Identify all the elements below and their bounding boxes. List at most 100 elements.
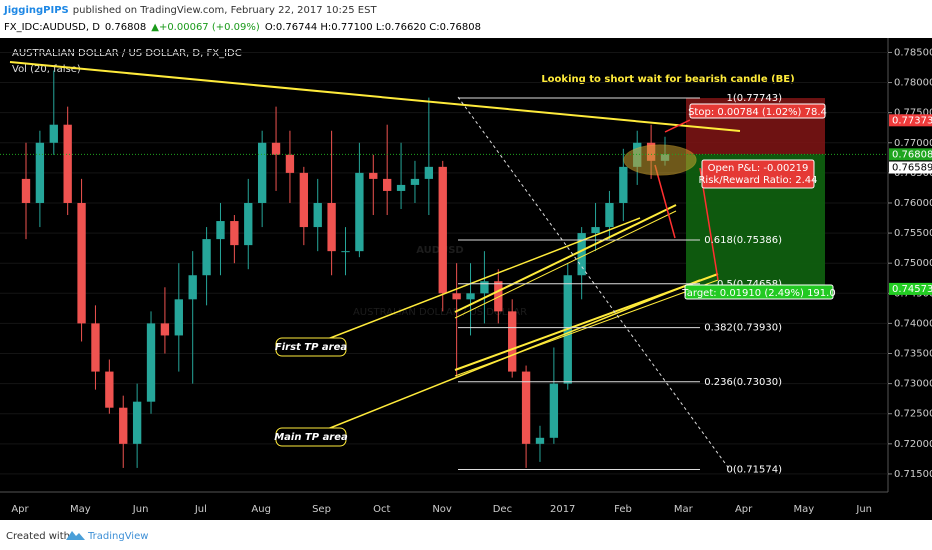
candle-body <box>577 233 586 276</box>
published: published on TradingView.com, February 2… <box>73 5 378 16</box>
callout: Main TP area <box>274 432 348 443</box>
x-tick-label: Oct <box>373 504 390 515</box>
candle-body <box>21 178 31 203</box>
x-tick-label: Sep <box>312 504 331 515</box>
y-tick-label: 0.74000 <box>894 318 932 329</box>
annotation: Looking to short wait for bearish candle… <box>541 74 794 85</box>
target-label-box <box>684 284 834 300</box>
candle-body <box>257 142 267 203</box>
y-tick-label: 0.72000 <box>894 439 932 450</box>
candle-body <box>424 166 434 179</box>
fib-label: 0.5(0.74658) <box>717 279 782 290</box>
candle-body <box>369 172 378 179</box>
y-tick-label: 0.78500 <box>894 47 932 58</box>
candle-body <box>396 184 406 191</box>
symbol-line: FX_IDC:AUDUSD, D 0.76808 ▲+0.00067 (+0.09%… <box>4 22 481 33</box>
candle-body <box>285 154 295 173</box>
x-tick-label: May <box>794 504 815 515</box>
candle-body <box>188 275 197 300</box>
x-tick-label: Jun <box>132 504 149 515</box>
y-tick-label: 0.78000 <box>894 78 932 89</box>
candle-body <box>591 227 600 234</box>
candle-body <box>313 202 322 228</box>
candle-body <box>35 142 45 203</box>
fib-label: 1(0.77743) <box>726 93 782 104</box>
candle-body <box>480 281 489 294</box>
x-tick-label: Dec <box>493 504 512 515</box>
candle-body <box>202 239 211 276</box>
candle-body <box>160 323 170 336</box>
price-tag: 0.74573 <box>892 284 932 295</box>
y-tick-label: 0.73500 <box>894 349 932 360</box>
candle-body <box>549 383 559 438</box>
price-tag: 0.76589 <box>892 163 932 174</box>
fib-label: 0.382(0.73930) <box>704 323 782 334</box>
fib-label: 0.618(0.75386) <box>704 235 782 246</box>
candle-body <box>49 124 58 143</box>
y-tick-label: 0.75500 <box>894 228 932 239</box>
stop-label: Stop: 0.00784 (1.02%) 78.4 <box>688 107 827 118</box>
candle-body <box>105 371 114 408</box>
footer-brand[interactable]: TradingView <box>87 531 148 542</box>
x-tick-label: Jul <box>194 504 207 515</box>
x-tick-label: Mar <box>674 504 694 515</box>
x-tick-label: Jun <box>855 504 872 515</box>
callout-line <box>324 217 641 341</box>
price-tag: 0.76808 <box>892 149 932 160</box>
last-price: 0.76808 <box>105 22 146 33</box>
candle-body <box>466 293 475 300</box>
y-tick-label: 0.77500 <box>894 108 932 119</box>
fib-label: 0.236(0.73030) <box>704 377 782 388</box>
chart-title: AUSTRALIAN DOLLAR / US DOLLAR, D, FX_IDC <box>12 48 242 59</box>
candle-body <box>619 166 628 203</box>
candle-body <box>271 142 281 155</box>
candle-body <box>230 221 239 246</box>
x-tick-label: Apr <box>735 504 753 515</box>
candle-body <box>494 281 503 312</box>
arrow <box>654 164 676 239</box>
symbol: FX_IDC:AUDUSD, D <box>4 22 100 33</box>
y-tick-label: 0.75000 <box>894 258 932 269</box>
candle-body <box>355 172 364 252</box>
price-tag: 0.77373 <box>892 115 932 126</box>
y-tick-label: 0.73000 <box>894 379 932 390</box>
price-tag-bg <box>889 282 932 295</box>
author[interactable]: JiggingPIPS <box>3 5 69 16</box>
candle-body <box>383 178 392 191</box>
price-tag-bg <box>889 114 932 127</box>
pnl-label: Risk/Reward Ratio: 2.44 <box>698 175 817 186</box>
change: ▲+0.00067 (+0.09%) <box>151 22 260 33</box>
ohlc: O:0.76744 H:0.77100 L:0.76620 C:0.76808 <box>265 22 481 33</box>
candle-body <box>119 407 128 444</box>
channel-line <box>454 210 677 319</box>
x-tick-label: Apr <box>11 504 29 515</box>
callout-box <box>275 337 347 357</box>
trend-line <box>9 61 741 132</box>
candle-body <box>410 178 420 185</box>
callout: First TP area <box>275 342 347 353</box>
callout-box <box>275 427 347 447</box>
price-tag-bg <box>889 161 932 174</box>
candle-body <box>132 401 142 444</box>
arrow <box>664 119 691 133</box>
candle-body <box>216 221 225 240</box>
footer-created: Created with <box>6 531 70 542</box>
y-tick-label: 0.72500 <box>894 409 932 420</box>
candle-body <box>327 202 336 252</box>
candle-body <box>299 172 308 228</box>
x-tick-label: Nov <box>432 504 452 515</box>
candle-body <box>77 202 86 324</box>
y-tick-label: 0.71500 <box>894 469 932 480</box>
brand-logo <box>66 531 85 540</box>
candle-body <box>521 371 531 444</box>
y-tick-label: 0.77000 <box>894 138 932 149</box>
candle-body <box>438 166 447 294</box>
x-tick-label: 2017 <box>550 504 575 515</box>
x-tick-label: Aug <box>251 504 271 515</box>
price-tag-bg <box>889 148 932 161</box>
candle-body <box>146 323 156 402</box>
pnl-label-box <box>701 159 815 189</box>
x-tick-label: May <box>70 504 91 515</box>
x-tick-label: Feb <box>614 504 632 515</box>
header-line: JiggingPIPS published on TradingView.com,… <box>3 5 377 16</box>
